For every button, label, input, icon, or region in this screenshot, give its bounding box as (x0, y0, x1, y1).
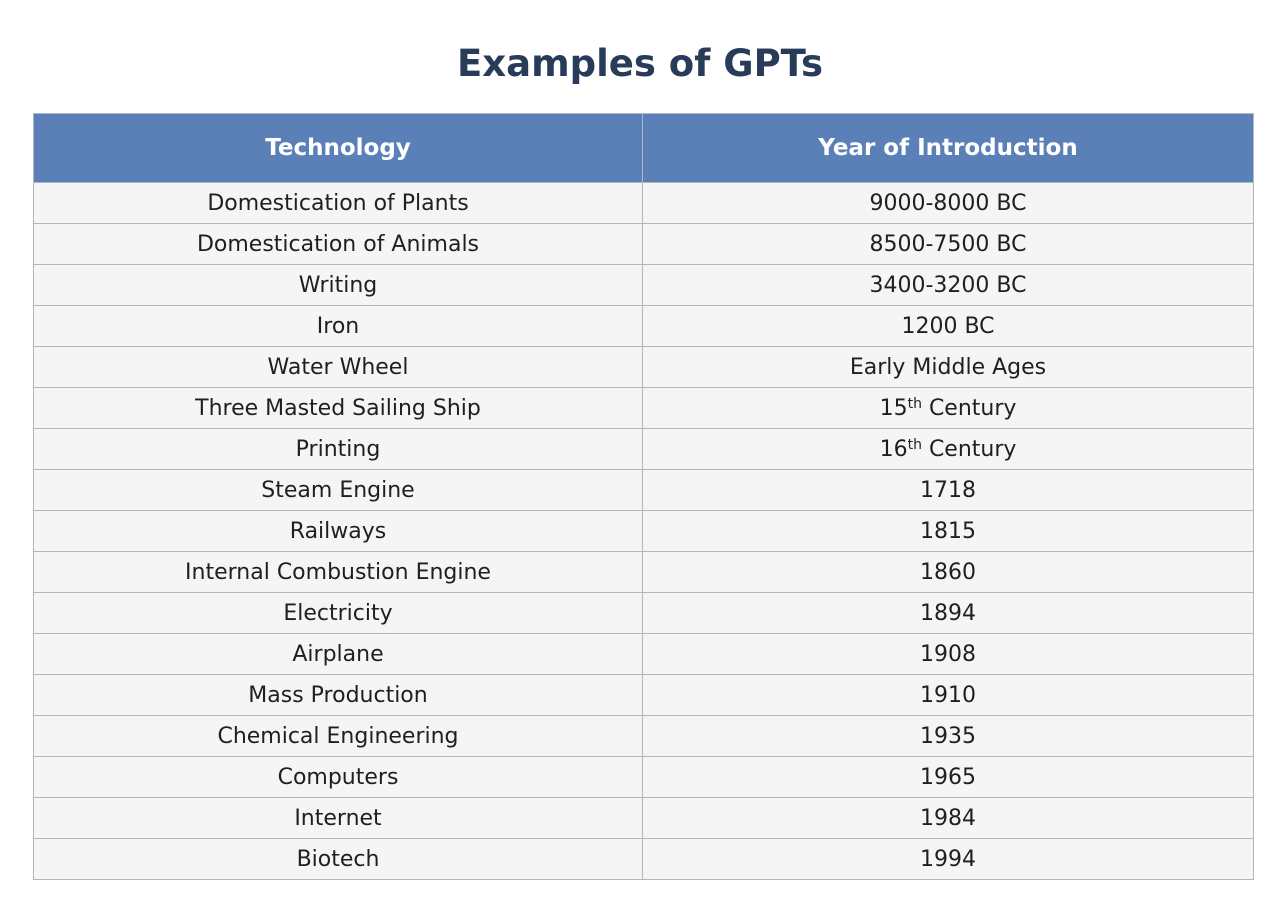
table-row: Internet 1984 (33, 797, 1254, 839)
table-row: Domestication of Plants 9000-8000 BC (33, 182, 1254, 224)
table-row: Railways 1815 (33, 510, 1254, 552)
year-unit: Century (921, 436, 1017, 462)
table-row: Water Wheel Early Middle Ages (33, 346, 1254, 388)
table-row: Computers 1965 (33, 756, 1254, 798)
technology-cell: Mass Production (33, 674, 643, 716)
year-cell: 8500-7500 BC (642, 223, 1254, 265)
technology-cell: Printing (33, 428, 643, 470)
year-cell: 1965 (642, 756, 1254, 798)
table-row: Airplane 1908 (33, 633, 1254, 675)
year-cell: 1815 (642, 510, 1254, 552)
technology-cell: Internal Combustion Engine (33, 551, 643, 593)
table-body: Domestication of Plants 9000-8000 BC Domes… (33, 182, 1254, 880)
table-row: Electricity 1894 (33, 592, 1254, 634)
year-cell: 15th Century (642, 387, 1254, 429)
table-row: Writing 3400-3200 BC (33, 264, 1254, 306)
technology-cell: Internet (33, 797, 643, 839)
technology-cell: Railways (33, 510, 643, 552)
technology-cell: Biotech (33, 838, 643, 880)
technology-cell: Airplane (33, 633, 643, 675)
technology-cell: Chemical Engineering (33, 715, 643, 757)
table-row: Steam Engine 1718 (33, 469, 1254, 511)
year-cell: 3400-3200 BC (642, 264, 1254, 306)
year-cell: 1994 (642, 838, 1254, 880)
year-cell: 9000-8000 BC (642, 182, 1254, 224)
year-cell: 16th Century (642, 428, 1254, 470)
technology-cell: Domestication of Plants (33, 182, 643, 224)
technology-cell: Writing (33, 264, 643, 306)
year-cell: 1984 (642, 797, 1254, 839)
year-cell: 1200 BC (642, 305, 1254, 347)
table-header-row: Technology Year of Introduction (33, 113, 1254, 183)
table-row: Domestication of Animals 8500-7500 BC (33, 223, 1254, 265)
technology-cell: Iron (33, 305, 643, 347)
technology-cell: Three Masted Sailing Ship (33, 387, 643, 429)
year-cell: 1718 (642, 469, 1254, 511)
year-cell: 1935 (642, 715, 1254, 757)
header-year-of-introduction: Year of Introduction (642, 113, 1254, 183)
technology-cell: Steam Engine (33, 469, 643, 511)
table-row: Three Masted Sailing Ship 15th Century (33, 387, 1254, 429)
technology-cell: Domestication of Animals (33, 223, 643, 265)
year-ordinal-suffix: th (907, 395, 922, 412)
year-ordinal-suffix: th (907, 436, 922, 453)
page-title: Examples of GPTs (456, 42, 824, 85)
year-number: 15 (879, 395, 908, 421)
table-row: Biotech 1994 (33, 838, 1254, 880)
year-number: 16 (879, 436, 908, 462)
year-unit: Century (921, 395, 1017, 421)
table-row: Mass Production 1910 (33, 674, 1254, 716)
table-row: Internal Combustion Engine 1860 (33, 551, 1254, 593)
table-row: Printing 16th Century (33, 428, 1254, 470)
header-technology: Technology (33, 113, 643, 183)
technology-cell: Computers (33, 756, 643, 798)
year-cell: 1894 (642, 592, 1254, 634)
technology-cell: Water Wheel (33, 346, 643, 388)
table-row: Iron 1200 BC (33, 305, 1254, 347)
year-cell: Early Middle Ages (642, 346, 1254, 388)
technology-cell: Electricity (33, 592, 643, 634)
table-row: Chemical Engineering 1935 (33, 715, 1254, 757)
gpt-table: Technology Year of Introduction Domestic… (33, 113, 1254, 880)
year-cell: 1860 (642, 551, 1254, 593)
year-cell: 1908 (642, 633, 1254, 675)
year-cell: 1910 (642, 674, 1254, 716)
